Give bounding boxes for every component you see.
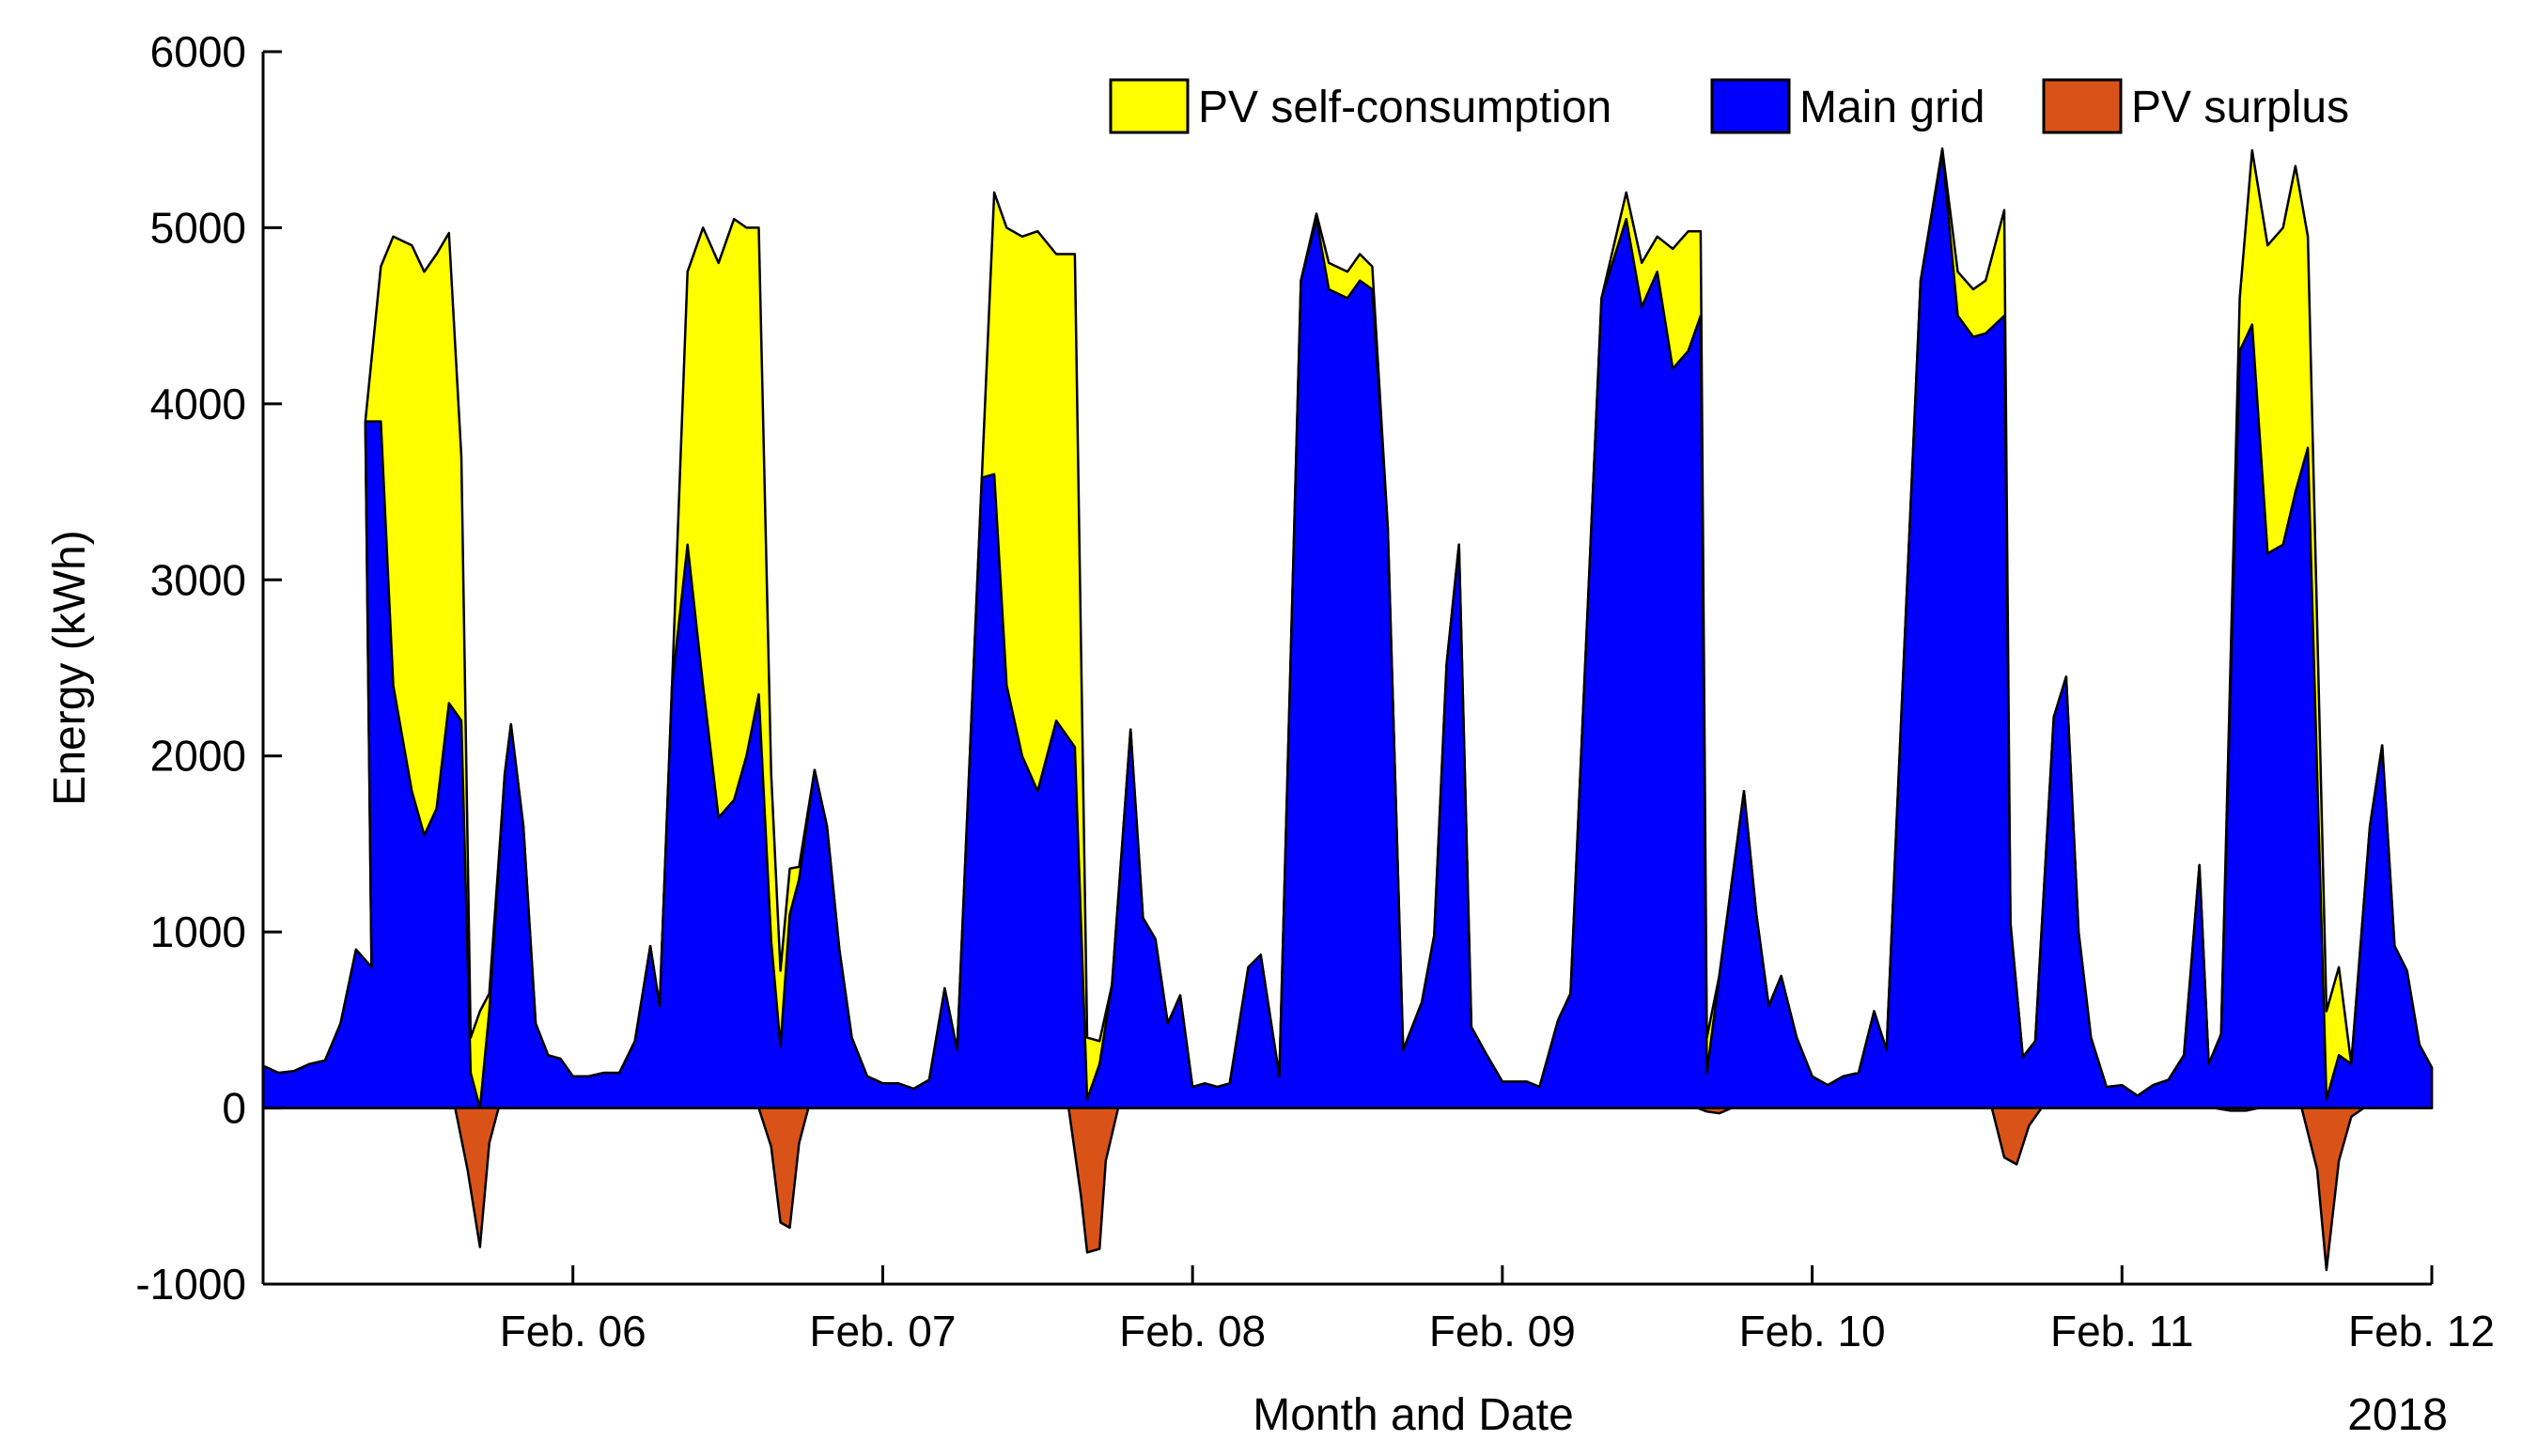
y-tick-label: 6000	[150, 27, 246, 76]
y-tick-label: 0	[222, 1084, 246, 1133]
legend-label-main-grid: Main grid	[1799, 83, 1985, 132]
legend-label-pv-surplus: PV surplus	[2131, 83, 2349, 132]
legend-swatch-pv-self-consumption	[1109, 78, 1190, 134]
x-axis-year-label: 2018	[2347, 1390, 2448, 1440]
x-tick-label: Feb. 12	[2348, 1307, 2495, 1355]
y-tick-label: 1000	[150, 907, 246, 956]
x-tick-label: Feb. 06	[500, 1307, 646, 1355]
y-tick-label: -1000	[135, 1260, 246, 1309]
y-axis-label: Energy (kWh)	[45, 530, 95, 805]
y-tick-label: 2000	[150, 732, 246, 781]
legend-swatch-pv-surplus	[2042, 78, 2123, 134]
y-tick-label: 5000	[150, 203, 246, 252]
plot-area	[261, 147, 2434, 1272]
y-tick-label: 3000	[150, 555, 246, 604]
x-tick-label: Feb. 09	[1429, 1307, 1576, 1355]
x-tick-label: Feb. 10	[1739, 1307, 1886, 1355]
x-tick-label: Feb. 11	[2050, 1307, 2194, 1355]
x-tick-label: Feb. 08	[1119, 1307, 1266, 1355]
y-tick-label: 4000	[150, 379, 246, 428]
x-axis-ticks: Feb. 06 Feb. 07 Feb. 08 Feb. 09 Feb. 10 Feb. …	[500, 1265, 2495, 1355]
x-axis-label: Month and Date	[1253, 1390, 1574, 1440]
series-area-pv-surplus	[261, 1107, 2434, 1272]
legend-swatch-main-grid	[1710, 78, 1791, 134]
x-tick-label: Feb. 07	[809, 1307, 956, 1355]
y-axis-ticks: -1000 0 1000 2000 3000 4000 5000 6000	[135, 27, 282, 1309]
legend-label-pv-self-consumption: PV self-consumption	[1198, 83, 1611, 132]
legend: PV self-consumption Main grid PV surplus	[1109, 78, 2349, 134]
series-area-main-grid	[261, 150, 2434, 1109]
